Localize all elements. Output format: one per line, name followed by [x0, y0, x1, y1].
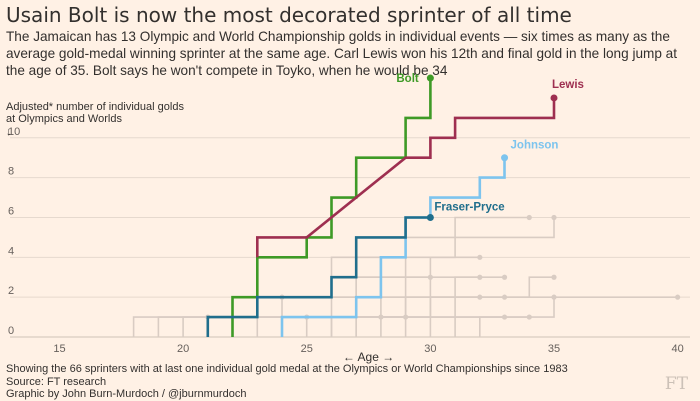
background-series-end-point	[477, 254, 483, 260]
background-series-line	[330, 217, 555, 337]
background-series-line	[429, 316, 505, 337]
x-tick-label: 20	[177, 343, 189, 355]
x-tick-label: 25	[301, 343, 313, 355]
footer: Showing the 66 sprinters with at last on…	[6, 363, 568, 401]
series-line	[256, 98, 556, 258]
y-tick-label: 4	[8, 245, 14, 257]
series-end-point	[550, 94, 558, 102]
series-label: Johnson	[511, 140, 559, 152]
chart-subtitle: The Jamaican has 13 Olympic and World Ch…	[6, 29, 678, 78]
footer-source: Source: FT research	[6, 375, 107, 388]
background-series-end-point	[526, 314, 532, 320]
background-series-line	[404, 276, 505, 337]
background-series-end-point	[551, 214, 557, 221]
y-axis-label: Adjusted* number of individual golds	[6, 101, 184, 113]
series-label: Lewis	[552, 79, 584, 91]
y-tick-label: 10	[8, 126, 20, 138]
series-end-point	[501, 154, 509, 162]
footer-credit: Graphic by John Burn-Murdoch / @jburnmur…	[6, 388, 247, 400]
background-series-end-point	[526, 214, 532, 221]
series-line	[280, 157, 506, 337]
y-tick-label: 6	[8, 205, 14, 217]
series-end-point	[426, 74, 434, 82]
chart-title: Usain Bolt is now the most decorated spr…	[6, 3, 572, 27]
series-line	[206, 216, 431, 337]
background-series-end-point	[675, 294, 681, 300]
footer-note: Showing the 66 sprinters with at last on…	[6, 363, 568, 375]
ft-logo: FT	[664, 374, 688, 394]
background-series-end-point	[551, 274, 557, 280]
x-tick-label: 15	[53, 343, 65, 355]
background-series-line	[132, 316, 208, 337]
y-tick-label: 2	[8, 285, 14, 297]
x-tick-label: 40	[672, 343, 684, 355]
y-axis-arrow: ↓	[6, 126, 12, 138]
series-end-point	[426, 213, 434, 221]
background-series-line	[454, 296, 678, 337]
background-series-end-point	[403, 314, 409, 320]
series-label: Fraser-Pryce	[434, 201, 504, 213]
series-label: Bolt	[396, 73, 419, 85]
background-series-end-point	[501, 274, 508, 280]
x-tick-label: 30	[424, 343, 436, 355]
y-axis-label: at Olympics and Worlds	[6, 113, 122, 125]
y-tick-label: 0	[8, 325, 14, 337]
background-series-line	[479, 316, 530, 337]
y-tick-label: 8	[8, 166, 14, 178]
x-tick-label: 35	[548, 343, 560, 355]
x-axis-label: ← Age →	[343, 350, 394, 364]
